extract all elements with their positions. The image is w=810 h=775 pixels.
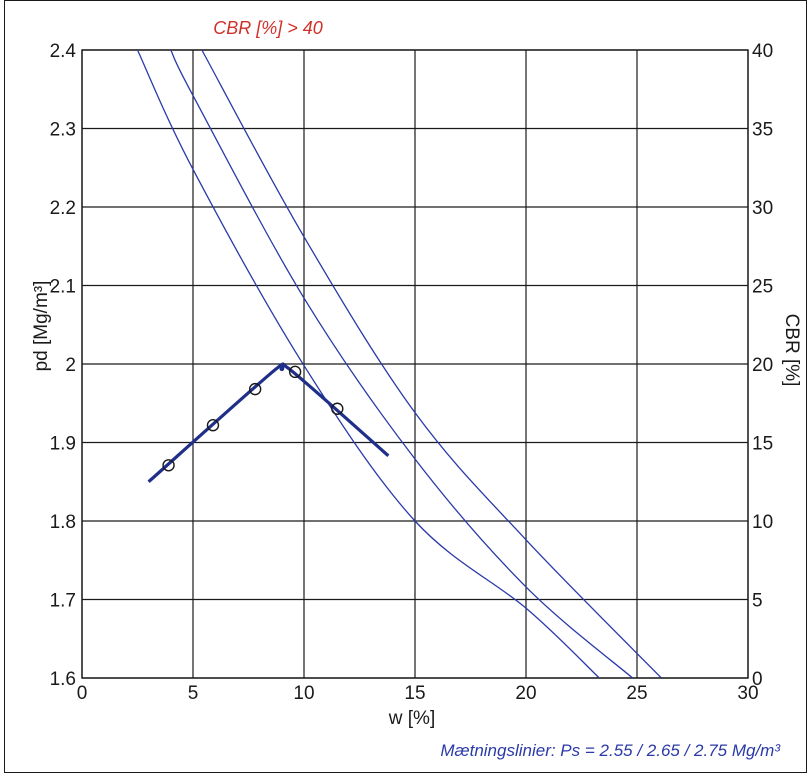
saturation-line-2-55 bbox=[136, 49, 600, 679]
cbr-note: CBR [%] > 40 bbox=[213, 18, 323, 38]
y-tick-label-1.9: 1.9 bbox=[50, 434, 76, 455]
y-tick-label-2.3: 2.3 bbox=[50, 120, 76, 141]
plot-border bbox=[81, 49, 749, 679]
x-tick-label-10: 10 bbox=[293, 683, 314, 704]
y-tick-label-1.6: 1.6 bbox=[50, 669, 76, 690]
data-point-4 bbox=[288, 365, 302, 379]
x-tick-label-20: 20 bbox=[515, 683, 536, 704]
saturation-line-2-65 bbox=[170, 49, 633, 679]
measured-points bbox=[162, 365, 344, 472]
x-tick-label-30: 30 bbox=[737, 683, 758, 704]
data-point-5 bbox=[331, 402, 344, 415]
chart-frame bbox=[4, 0, 807, 773]
x-tick-label-0: 0 bbox=[77, 683, 88, 704]
y2-tick-label-25: 25 bbox=[752, 277, 773, 298]
saturation-note: Mætningslinier: Ps = 2.55 / 2.65 / 2.75 … bbox=[440, 741, 781, 760]
y2-tick-label-5: 5 bbox=[752, 591, 763, 612]
y2-tick-label-20: 20 bbox=[752, 355, 773, 376]
y-tick-label-2.2: 2.2 bbox=[50, 198, 76, 219]
tick-labels: 0 5 10 15 20 25 301.6 01.7 51.8 101.9 152 202.1 252.… bbox=[50, 41, 774, 704]
data-point-2 bbox=[206, 419, 220, 432]
saturation-line-2-75 bbox=[201, 49, 662, 679]
x-axis-title: w [%] bbox=[388, 708, 435, 729]
y-tick-label-2.1: 2.1 bbox=[50, 277, 76, 298]
y2-axis-title: CBR [%] bbox=[781, 314, 802, 387]
y-axis-title: pd [Mg/m³] bbox=[31, 281, 52, 372]
y2-tick-label-40: 40 bbox=[752, 41, 773, 62]
y-tick-label-2: 2 bbox=[65, 355, 76, 376]
saturation-lines bbox=[136, 49, 662, 679]
y2-tick-label-30: 30 bbox=[752, 198, 773, 219]
y-tick-label-1.8: 1.8 bbox=[50, 512, 76, 533]
fit-curve-group bbox=[147, 362, 390, 483]
y2-tick-label-35: 35 bbox=[752, 120, 773, 141]
y2-tick-label-10: 10 bbox=[752, 512, 773, 533]
y-tick-label-1.7: 1.7 bbox=[50, 591, 76, 612]
y2-tick-label-0: 0 bbox=[752, 669, 763, 690]
y-tick-label-2.4: 2.4 bbox=[50, 41, 77, 62]
data-point-3 bbox=[248, 382, 262, 396]
x-tick-label-25: 25 bbox=[626, 683, 647, 704]
fit-curve bbox=[147, 362, 390, 483]
y2-tick-label-15: 15 bbox=[752, 434, 773, 455]
grid bbox=[81, 49, 749, 679]
data-point-1 bbox=[162, 459, 175, 472]
x-tick-label-15: 15 bbox=[404, 683, 425, 704]
x-tick-label-5: 5 bbox=[188, 683, 199, 704]
